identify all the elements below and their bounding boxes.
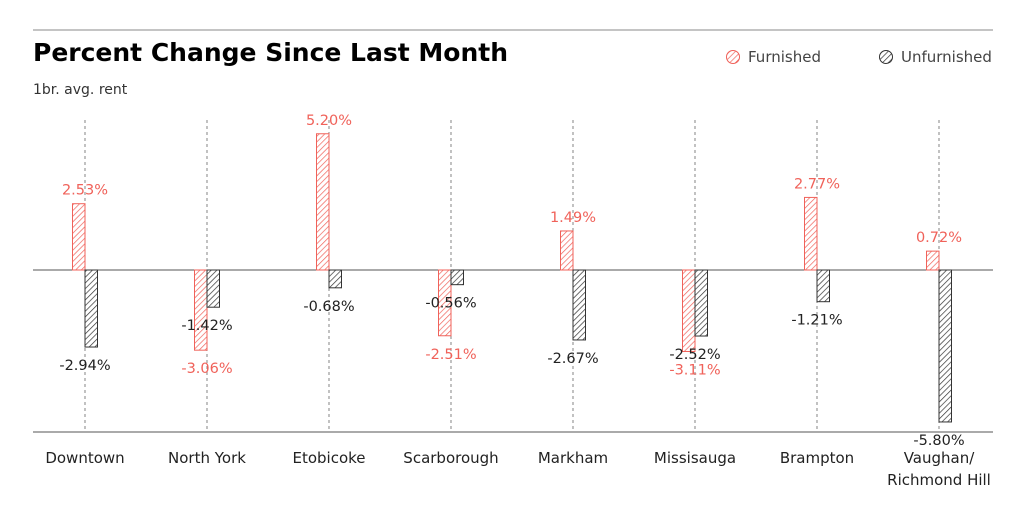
legend-swatch-unfurnished: [879, 50, 893, 64]
value-label-furnished: -3.11%: [669, 362, 720, 378]
category-label: Scarborough: [403, 449, 498, 467]
category-label: Markham: [538, 449, 608, 467]
value-label-unfurnished: -2.94%: [59, 358, 110, 374]
value-label-furnished: -2.51%: [425, 347, 476, 363]
bar-furnished: [926, 250, 940, 271]
value-label-furnished: 5.20%: [306, 113, 352, 129]
bar-unfurnished: [450, 269, 464, 286]
value-label-unfurnished: -0.68%: [303, 299, 354, 315]
plot-area: 2.53% -3.06% 5.20% -2.51% 1.49% -3.11% 2.77% 0.…: [33, 113, 993, 489]
value-label-unfurnished: -0.56%: [425, 296, 476, 312]
category-label: North York: [168, 449, 246, 467]
legend: Furnished Unfurnished: [726, 48, 992, 66]
bar-furnished: [438, 269, 452, 337]
bar-unfurnished: [328, 269, 342, 289]
value-label-unfurnished: -2.52%: [669, 347, 720, 363]
bar-unfurnished: [938, 269, 952, 423]
chart-subtitle: 1br. avg. rent: [33, 82, 128, 98]
bar-unfurnished: [572, 269, 586, 341]
bar-furnished: [316, 133, 330, 271]
value-label-unfurnished: -2.67%: [547, 351, 598, 367]
bar-furnished: [804, 196, 818, 271]
bar-unfurnished: [816, 269, 830, 303]
category-label: Richmond Hill: [887, 471, 991, 489]
category-label: Vaughan/: [904, 449, 976, 467]
bar-furnished: [72, 203, 86, 271]
chart-title: Percent Change Since Last Month: [33, 38, 508, 67]
value-label-furnished: 0.72%: [916, 230, 962, 246]
value-label-furnished: 1.49%: [550, 210, 596, 226]
value-label-furnished: -3.06%: [181, 361, 232, 377]
value-label-unfurnished: -1.42%: [181, 318, 232, 334]
value-label-unfurnished: -1.21%: [791, 313, 842, 329]
value-label-furnished: 2.53%: [62, 183, 108, 199]
bar-furnished: [560, 230, 574, 271]
bar-unfurnished: [694, 269, 708, 337]
bar-furnished: [194, 269, 208, 351]
category-label: Brampton: [780, 449, 854, 467]
bar-unfurnished: [206, 269, 220, 308]
value-label-furnished: 2.77%: [794, 176, 840, 192]
category-label: Missisauga: [654, 449, 736, 467]
category-label: Etobicoke: [292, 449, 365, 467]
legend-label-unfurnished: Unfurnished: [901, 48, 992, 66]
bar-unfurnished: [84, 269, 98, 348]
legend-label-furnished: Furnished: [748, 48, 821, 66]
category-label: Downtown: [45, 449, 124, 467]
legend-swatch-furnished: [726, 50, 740, 64]
value-label-unfurnished: -5.80%: [913, 433, 964, 449]
bar-furnished: [682, 269, 696, 352]
